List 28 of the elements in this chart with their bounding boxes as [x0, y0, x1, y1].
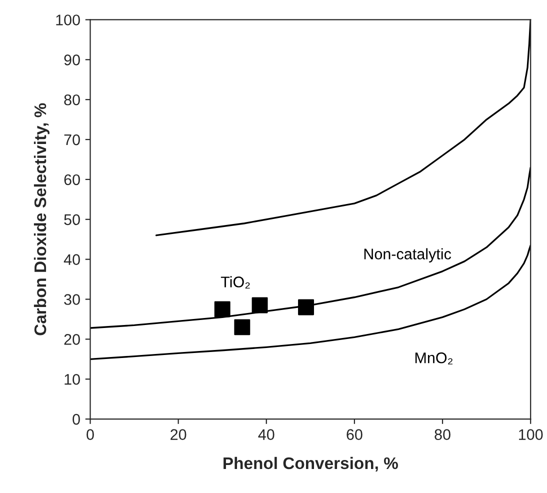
x-tick-label: 100	[519, 429, 543, 440]
line-series	[90, 166, 531, 329]
y-tick-label: 100	[56, 14, 80, 26]
x-tick-label: 80	[434, 429, 450, 440]
line-series	[155, 20, 531, 236]
x-tick-label: 20	[170, 429, 186, 440]
point	[214, 301, 230, 318]
y-axis-title: Carbon Dioxide Selectivity, %	[34, 103, 50, 336]
y-tick-label: 70	[64, 134, 80, 146]
y-tick-label: 30	[64, 294, 80, 305]
x-axis-title: Phenol Conversion, %	[224, 456, 398, 472]
y-tick-label: 90	[64, 54, 80, 66]
x-tick-label: 0	[86, 429, 94, 440]
y-tick-label: 20	[64, 334, 80, 345]
series-label: Non-catalytic	[364, 248, 452, 262]
y-tick-label: 10	[64, 374, 80, 385]
y-tick-label: 60	[64, 174, 80, 186]
x-tick-label: 60	[346, 429, 362, 440]
y-tick-label: 0	[72, 414, 80, 425]
x-tick-label: 40	[258, 429, 274, 440]
series-label: TiO₂	[220, 276, 250, 289]
series-label: MnO₂	[415, 352, 452, 364]
point	[234, 319, 250, 336]
y-tick-label: 50	[64, 214, 80, 226]
y-tick-label: 80	[64, 94, 80, 106]
point	[252, 297, 268, 314]
point	[298, 299, 314, 316]
y-tick-label: 40	[64, 254, 80, 266]
